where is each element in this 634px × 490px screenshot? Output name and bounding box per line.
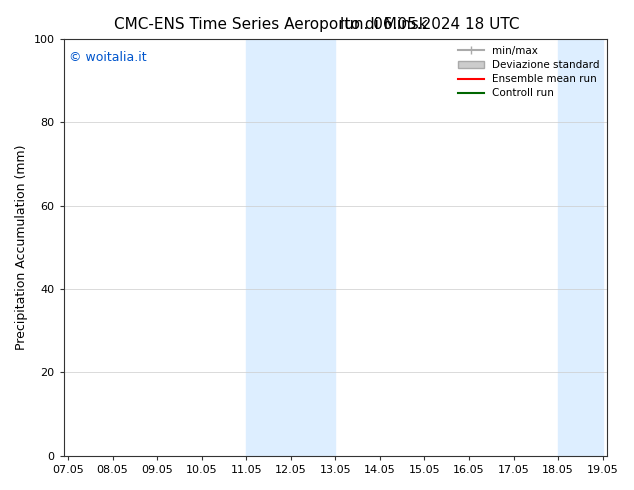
Text: lun. 06.05.2024 18 UTC: lun. 06.05.2024 18 UTC	[340, 17, 520, 32]
Bar	[246, 39, 335, 456]
Text: CMC-ENS Time Series Aeroporto di Minsk: CMC-ENS Time Series Aeroporto di Minsk	[114, 17, 428, 32]
Text: © woitalia.it: © woitalia.it	[69, 51, 146, 64]
Y-axis label: Precipitation Accumulation (mm): Precipitation Accumulation (mm)	[15, 145, 28, 350]
Bar	[558, 39, 603, 456]
Legend: min/max, Deviazione standard, Ensemble mean run, Controll run: min/max, Deviazione standard, Ensemble m…	[454, 42, 604, 102]
